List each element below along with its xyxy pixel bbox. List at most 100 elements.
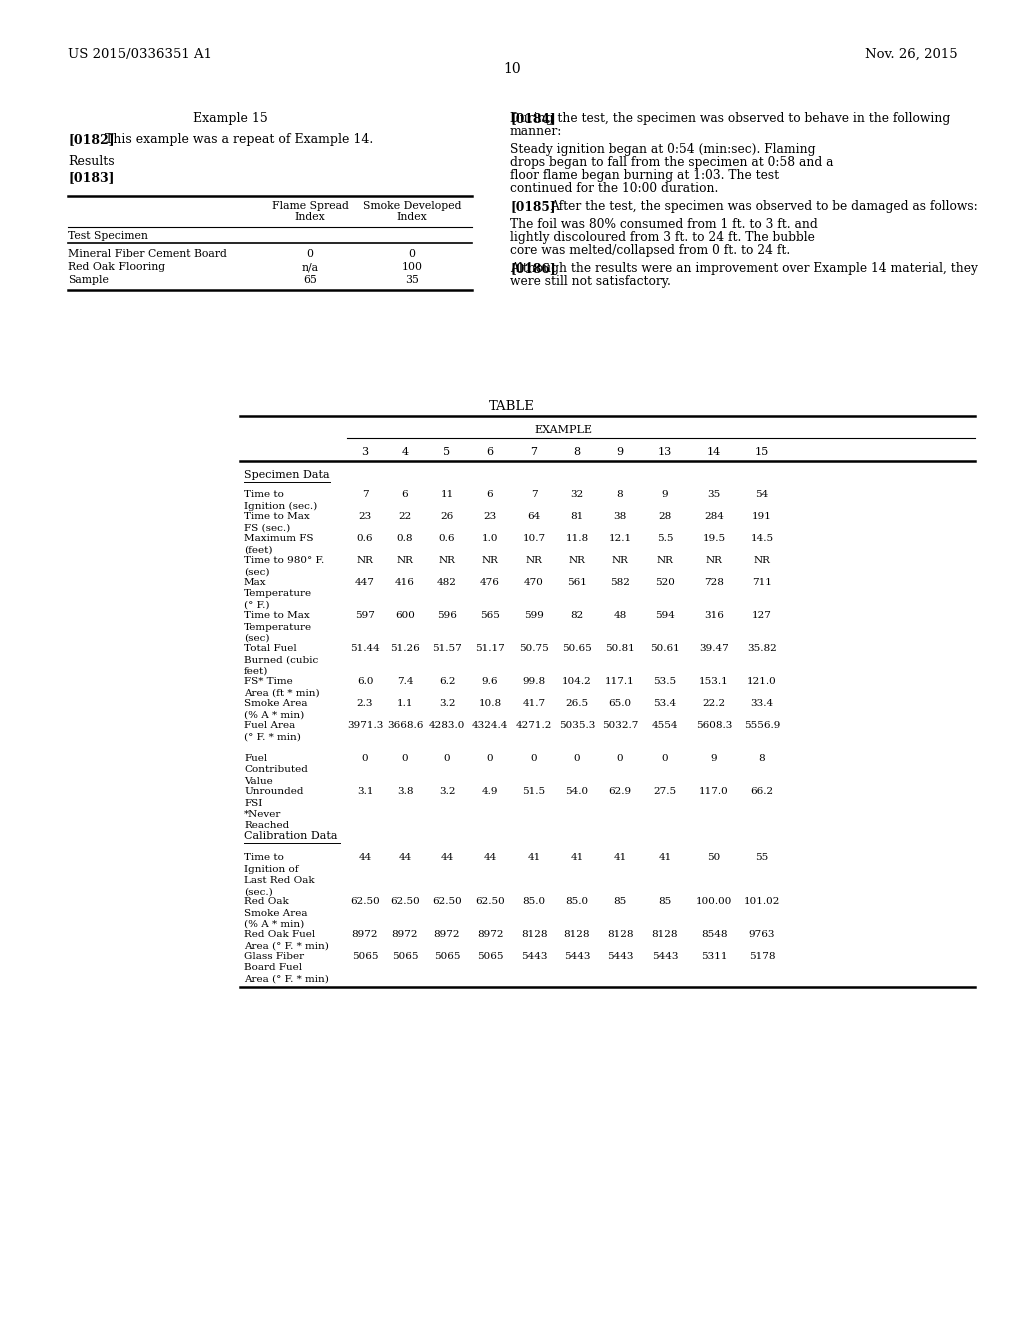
Text: 5178: 5178: [749, 952, 775, 961]
Text: Red Oak Flooring: Red Oak Flooring: [68, 261, 165, 272]
Text: 3971.3: 3971.3: [347, 721, 383, 730]
Text: Area (° F. * min): Area (° F. * min): [244, 975, 329, 983]
Text: Reached: Reached: [244, 821, 289, 830]
Text: Sample: Sample: [68, 275, 109, 285]
Text: 0: 0: [409, 249, 416, 259]
Text: Smoke Area: Smoke Area: [244, 700, 307, 708]
Text: 33.4: 33.4: [751, 700, 773, 708]
Text: NR: NR: [706, 556, 723, 565]
Text: Board Fuel: Board Fuel: [244, 964, 302, 973]
Text: 5443: 5443: [521, 952, 547, 961]
Text: Total Fuel: Total Fuel: [244, 644, 297, 653]
Text: 85.0: 85.0: [522, 898, 546, 906]
Text: Ignition (sec.): Ignition (sec.): [244, 502, 317, 511]
Text: 9763: 9763: [749, 931, 775, 939]
Text: 470: 470: [524, 578, 544, 587]
Text: 5065: 5065: [392, 952, 418, 961]
Text: 48: 48: [613, 611, 627, 620]
Text: Index: Index: [295, 213, 326, 222]
Text: Smoke Developed: Smoke Developed: [362, 201, 461, 211]
Text: 32: 32: [570, 490, 584, 499]
Text: 51.26: 51.26: [390, 644, 420, 653]
Text: Example 15: Example 15: [193, 112, 267, 125]
Text: FS (sec.): FS (sec.): [244, 524, 290, 532]
Text: During the test, the specimen was observed to behave in the following: During the test, the specimen was observ…: [510, 112, 950, 125]
Text: 600: 600: [395, 611, 415, 620]
Text: 39.47: 39.47: [699, 644, 729, 653]
Text: 44: 44: [483, 853, 497, 862]
Text: 0.6: 0.6: [356, 535, 374, 543]
Text: Time to: Time to: [244, 490, 284, 499]
Text: 8: 8: [573, 447, 581, 457]
Text: 44: 44: [440, 853, 454, 862]
Text: 38: 38: [613, 512, 627, 521]
Text: 5065: 5065: [434, 952, 460, 961]
Text: 53.4: 53.4: [653, 700, 677, 708]
Text: FSI: FSI: [244, 799, 262, 808]
Text: 6: 6: [486, 447, 494, 457]
Text: 7.4: 7.4: [396, 677, 414, 686]
Text: 0.6: 0.6: [438, 535, 456, 543]
Text: 10: 10: [503, 62, 521, 77]
Text: 23: 23: [358, 512, 372, 521]
Text: 711: 711: [752, 578, 772, 587]
Text: 5032.7: 5032.7: [602, 721, 638, 730]
Text: 35: 35: [406, 275, 419, 285]
Text: 55: 55: [756, 853, 769, 862]
Text: Time to Max: Time to Max: [244, 611, 309, 620]
Text: [0184]: [0184]: [510, 112, 556, 125]
Text: 8128: 8128: [564, 931, 590, 939]
Text: (° F. * min): (° F. * min): [244, 733, 301, 742]
Text: [0185]: [0185]: [510, 201, 555, 213]
Text: Burned (cubic: Burned (cubic: [244, 656, 318, 664]
Text: NR: NR: [438, 556, 456, 565]
Text: 1.0: 1.0: [481, 535, 499, 543]
Text: (% A * min): (% A * min): [244, 710, 304, 719]
Text: 22.2: 22.2: [702, 700, 726, 708]
Text: 117.0: 117.0: [699, 787, 729, 796]
Text: were still not satisfactory.: were still not satisfactory.: [510, 275, 671, 288]
Text: NR: NR: [481, 556, 499, 565]
Text: 10.8: 10.8: [478, 700, 502, 708]
Text: 5065: 5065: [477, 952, 503, 961]
Text: 8972: 8972: [477, 931, 503, 939]
Text: 3.8: 3.8: [396, 787, 414, 796]
Text: continued for the 10:00 duration.: continued for the 10:00 duration.: [510, 182, 719, 195]
Text: 9: 9: [711, 754, 718, 763]
Text: 15: 15: [755, 447, 769, 457]
Text: Although the results were an improvement over Example 14 material, they: Although the results were an improvement…: [510, 261, 978, 275]
Text: 41: 41: [527, 853, 541, 862]
Text: 3.2: 3.2: [438, 700, 456, 708]
Text: 14: 14: [707, 447, 721, 457]
Text: 7: 7: [530, 447, 538, 457]
Text: This example was a repeat of Example 14.: This example was a repeat of Example 14.: [105, 133, 374, 147]
Text: 3.2: 3.2: [438, 787, 456, 796]
Text: 13: 13: [657, 447, 672, 457]
Text: 26.5: 26.5: [565, 700, 589, 708]
Text: Specimen Data: Specimen Data: [244, 470, 330, 480]
Text: 101.02: 101.02: [743, 898, 780, 906]
Text: NR: NR: [568, 556, 586, 565]
Text: 416: 416: [395, 578, 415, 587]
Text: 7: 7: [361, 490, 369, 499]
Text: 62.9: 62.9: [608, 787, 632, 796]
Text: 4324.4: 4324.4: [472, 721, 508, 730]
Text: 51.5: 51.5: [522, 787, 546, 796]
Text: Temperature: Temperature: [244, 623, 312, 631]
Text: 5443: 5443: [651, 952, 678, 961]
Text: 5443: 5443: [607, 952, 633, 961]
Text: drops began to fall from the specimen at 0:58 and a: drops began to fall from the specimen at…: [510, 156, 834, 169]
Text: (feet): (feet): [244, 545, 272, 554]
Text: Time to 980° F.: Time to 980° F.: [244, 556, 325, 565]
Text: 4.9: 4.9: [481, 787, 499, 796]
Text: 597: 597: [355, 611, 375, 620]
Text: 41: 41: [658, 853, 672, 862]
Text: 65.0: 65.0: [608, 700, 632, 708]
Text: 85: 85: [613, 898, 627, 906]
Text: 22: 22: [398, 512, 412, 521]
Text: NR: NR: [396, 556, 414, 565]
Text: 4: 4: [401, 447, 409, 457]
Text: 41: 41: [613, 853, 627, 862]
Text: 520: 520: [655, 578, 675, 587]
Text: 65: 65: [303, 275, 317, 285]
